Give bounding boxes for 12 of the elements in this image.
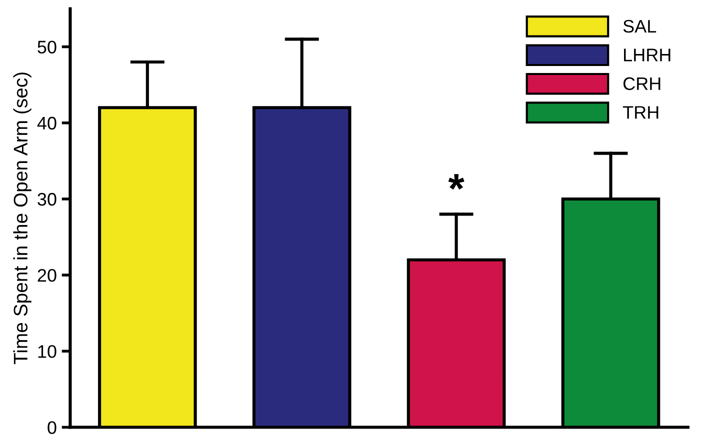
y-tick-label: 0	[48, 421, 56, 434]
y-axis-title: Time Spent in the Open Arm (sec)	[13, 72, 32, 364]
legend-label: CRH	[623, 77, 660, 90]
y-tick-label: 30	[38, 192, 56, 206]
y-tick-label: 50	[38, 40, 56, 54]
legend-label: SAL	[623, 20, 656, 33]
y-tick-label: 10	[38, 345, 56, 358]
legend-label: TRH	[622, 106, 658, 119]
y-tick-label: 40	[37, 116, 56, 130]
legend-label: LHRH	[624, 48, 670, 62]
y-tick-label: 20	[38, 269, 56, 282]
annotation: *	[448, 174, 464, 190]
